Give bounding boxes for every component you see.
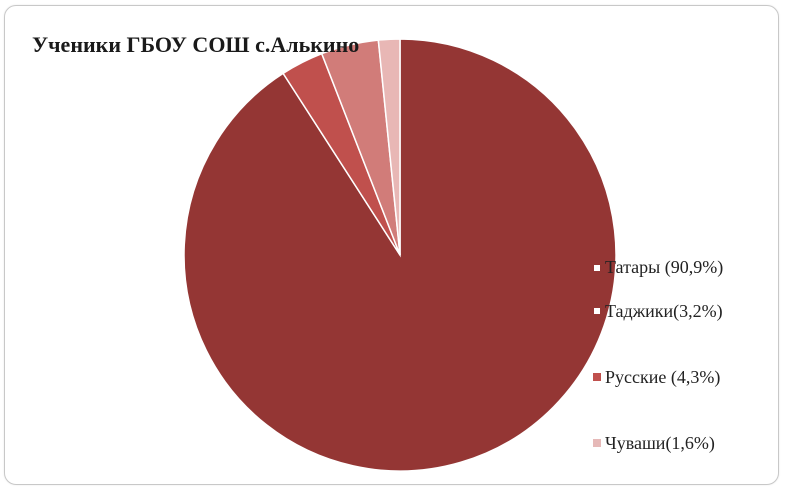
legend-label: Русские (4,3%) xyxy=(605,366,721,387)
legend-label: Чуваши(1,6%) xyxy=(605,432,715,453)
legend-swatch xyxy=(593,439,601,447)
legend-label: Таджики(3,2%) xyxy=(605,300,723,321)
legend-label: Татары (90,9%) xyxy=(605,257,724,277)
legend-swatch xyxy=(593,263,601,272)
legend-swatch xyxy=(593,373,601,381)
chart-title: Ученики ГБОУ СОШ с.Алькино xyxy=(32,32,360,57)
legend-item-russians: Русские (4,3%) xyxy=(593,344,723,410)
pie-slice xyxy=(377,38,401,256)
legend-swatch xyxy=(593,307,601,315)
legend-item-chuvash: Чуваши(1,6%) xyxy=(593,410,723,476)
legend-item-tajiks: Таджики(3,2%) xyxy=(593,278,723,344)
legend: Татары (90,9%) Таджики(3,2%) Русские (4,… xyxy=(593,255,723,476)
legend-item-tatars: Татары (90,9%) xyxy=(593,257,723,278)
